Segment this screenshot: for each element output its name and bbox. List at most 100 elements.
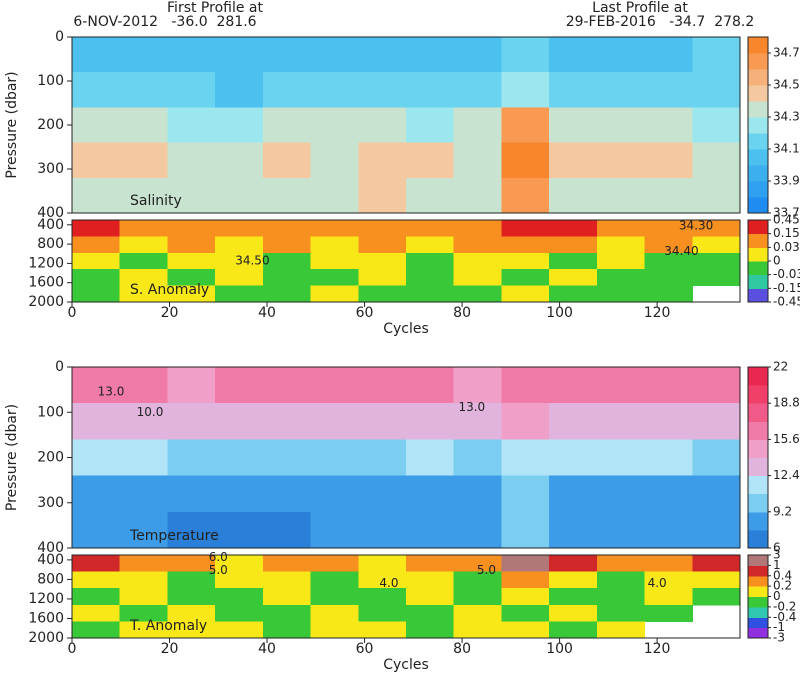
- field-cell: [310, 621, 359, 639]
- field-cell: [358, 571, 407, 589]
- field-cell: [72, 511, 121, 549]
- field-cell: [358, 220, 407, 237]
- field-cell: [501, 621, 550, 639]
- field-cell: [549, 571, 598, 589]
- colorbar-bin: [748, 555, 768, 566]
- field-cell: [549, 555, 598, 573]
- y-tick-label: 2000: [28, 294, 64, 310]
- field-cell: [119, 107, 168, 144]
- field-cell: [119, 37, 168, 73]
- field-cell: [596, 177, 646, 214]
- field-cell: [406, 220, 455, 237]
- field-cell: [596, 72, 646, 108]
- field-cell: [596, 475, 646, 513]
- contour-label: 34.50: [235, 254, 269, 268]
- field-cell: [692, 107, 741, 144]
- last-label: Last Profile at: [592, 0, 688, 16]
- field-cell: [644, 604, 693, 622]
- field-cell: [119, 403, 168, 440]
- panel-label: Salinity: [130, 193, 182, 209]
- field-cell: [310, 588, 359, 606]
- field-cell: [644, 475, 693, 513]
- field-cell: [596, 439, 646, 477]
- y-tick-label: 300: [37, 161, 64, 177]
- field-cell: [549, 269, 598, 287]
- field-cell: [262, 220, 312, 237]
- field-cell: [310, 475, 359, 513]
- field-cell: [358, 403, 407, 440]
- field-cell: [692, 142, 741, 179]
- field-cell: [358, 475, 407, 513]
- field-cell: [692, 511, 741, 549]
- field-cell: [644, 220, 693, 237]
- field-cell: [358, 285, 407, 303]
- field-cell: [119, 177, 168, 214]
- last-info: 29-FEB-2016 -34.7 278.2: [566, 14, 755, 30]
- field-cell: [262, 142, 312, 179]
- field-cell: [596, 220, 646, 237]
- field-cell: [215, 511, 264, 549]
- field-cell: [358, 177, 407, 214]
- field-cell: [215, 177, 264, 214]
- contour-label: 13.0: [98, 384, 125, 398]
- field-cell: [72, 621, 121, 639]
- field-cell: [72, 604, 121, 622]
- y-tick-label: 400: [37, 540, 64, 556]
- plot-frame: [71, 554, 741, 639]
- field-cell: [549, 37, 598, 73]
- x-tick-label: 40: [258, 641, 276, 657]
- field-cell: [215, 142, 264, 179]
- colorbar-bin: [748, 101, 768, 118]
- field-cell: [453, 236, 502, 254]
- field-cell: [310, 107, 359, 144]
- field-cell: [358, 72, 407, 108]
- field-cell: [262, 511, 312, 549]
- field-cell: [406, 403, 455, 440]
- field-cell: [453, 621, 502, 639]
- field-cell: [167, 177, 216, 214]
- colorbar-bin: [748, 233, 768, 248]
- field-cell: [453, 285, 502, 303]
- colorbar-bin: [748, 493, 768, 513]
- colorbar-tick-label: -0.45: [773, 295, 800, 309]
- field-cell: [644, 403, 693, 440]
- first-info: 6-NOV-2012 -36.0 281.6: [73, 14, 256, 30]
- field-cell: [501, 236, 550, 254]
- field-cell: [119, 604, 168, 622]
- colorbar-tick-label: -0.15: [773, 281, 800, 295]
- y-tick-label: 400: [37, 217, 64, 233]
- colorbar-tick-label: 12.4: [773, 468, 800, 482]
- colorbar-bin: [748, 288, 768, 303]
- colorbar-tick-label: -1: [773, 620, 785, 634]
- field-cell: [72, 72, 121, 108]
- field-cell: [215, 367, 264, 404]
- field-cell: [358, 439, 407, 477]
- colorbar-frame: [747, 366, 769, 549]
- field-cell: [549, 177, 598, 214]
- colorbar-bin: [748, 37, 768, 54]
- field-cell: [596, 588, 646, 606]
- x-tick-label: 0: [68, 641, 77, 657]
- field-cell: [119, 252, 168, 270]
- field-cell: [215, 285, 264, 303]
- panel-label: T. Anomaly: [129, 618, 207, 634]
- field-cell: [596, 403, 646, 440]
- colorbar-tick-label: 34.7: [773, 46, 800, 60]
- field-cell: [501, 72, 550, 108]
- field-cell: [596, 511, 646, 549]
- field-cell: [549, 439, 598, 477]
- field-cell: [549, 285, 598, 303]
- field-cell: [644, 252, 693, 270]
- field-cell: [596, 555, 646, 573]
- field-cell: [358, 621, 407, 639]
- y-axis-title: Pressure (dbar): [4, 71, 20, 178]
- contour-label: 6.0: [209, 550, 228, 564]
- field-cell: [72, 37, 121, 73]
- colorbar-tick-label: 9.2: [773, 504, 792, 518]
- y-tick-label: 1200: [28, 591, 64, 607]
- field-cell: [644, 236, 693, 254]
- field-cell: [72, 439, 121, 477]
- field-cell: [215, 72, 264, 108]
- field-cell: [453, 571, 502, 589]
- x-tick-label: 20: [161, 641, 179, 657]
